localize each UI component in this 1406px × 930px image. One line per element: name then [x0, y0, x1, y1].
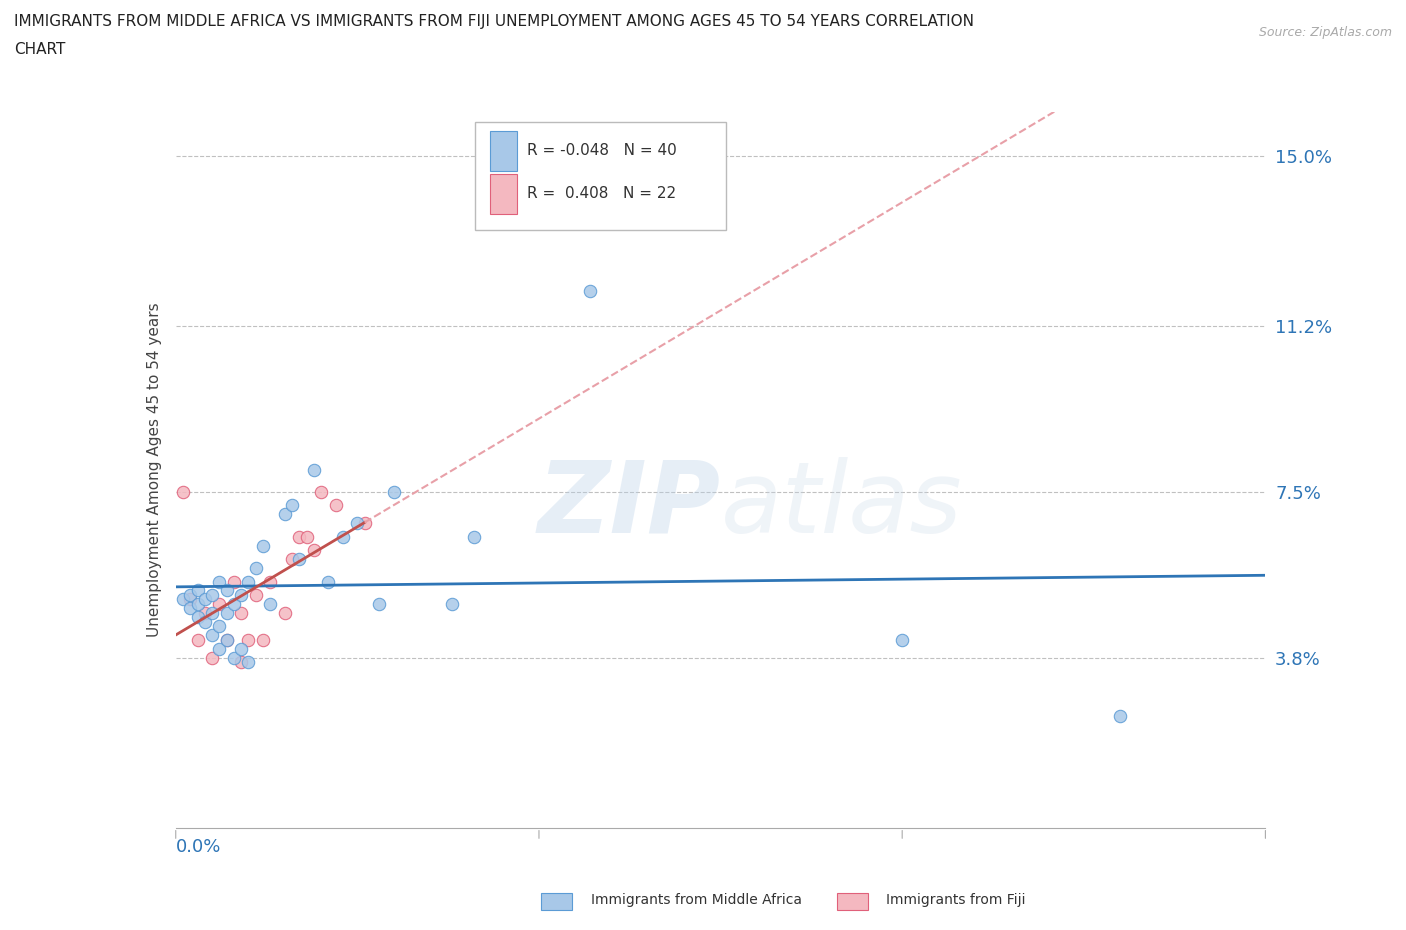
Text: 0.0%: 0.0% — [176, 839, 221, 857]
Point — [231, 642, 253, 657]
Point — [252, 632, 274, 647]
Text: ZIP: ZIP — [537, 457, 721, 554]
Point — [346, 516, 368, 531]
Point — [332, 529, 354, 544]
Point — [172, 592, 194, 607]
Point — [245, 588, 267, 603]
Text: Immigrants from Fiji: Immigrants from Fiji — [886, 893, 1025, 908]
Point — [368, 596, 391, 611]
Point — [208, 618, 231, 633]
Point — [274, 605, 297, 620]
Point — [238, 632, 260, 647]
Point — [201, 588, 224, 603]
Point — [281, 551, 304, 566]
Point — [245, 561, 267, 576]
Point — [463, 529, 485, 544]
Point — [579, 284, 602, 299]
Point — [208, 596, 231, 611]
Point — [288, 551, 311, 566]
Text: CHART: CHART — [14, 42, 66, 57]
Point — [208, 642, 231, 657]
Point — [238, 574, 260, 589]
Point — [194, 592, 217, 607]
Point — [222, 596, 245, 611]
Point — [215, 605, 238, 620]
Point — [222, 650, 245, 665]
Point — [259, 596, 281, 611]
Point — [318, 574, 340, 589]
Point — [295, 529, 318, 544]
Point — [238, 655, 260, 670]
Point — [201, 650, 224, 665]
Point — [440, 596, 463, 611]
Point — [186, 583, 209, 598]
Point — [215, 632, 238, 647]
Point — [186, 610, 209, 625]
Point — [231, 655, 253, 670]
Point — [309, 485, 332, 499]
Point — [353, 516, 375, 531]
Text: R =  0.408   N = 22: R = 0.408 N = 22 — [527, 186, 676, 202]
Text: Source: ZipAtlas.com: Source: ZipAtlas.com — [1258, 26, 1392, 39]
Text: IMMIGRANTS FROM MIDDLE AFRICA VS IMMIGRANTS FROM FIJI UNEMPLOYMENT AMONG AGES 45: IMMIGRANTS FROM MIDDLE AFRICA VS IMMIGRA… — [14, 14, 974, 29]
Text: R = -0.048   N = 40: R = -0.048 N = 40 — [527, 143, 676, 158]
Point — [891, 632, 914, 647]
Point — [1109, 709, 1132, 724]
Bar — [489, 174, 517, 214]
Point — [194, 605, 217, 620]
Bar — [489, 131, 517, 171]
Point — [186, 632, 209, 647]
Text: atlas: atlas — [721, 457, 962, 554]
Point — [201, 605, 224, 620]
Point — [208, 574, 231, 589]
Point — [259, 574, 281, 589]
Point — [215, 583, 238, 598]
Text: Immigrants from Middle Africa: Immigrants from Middle Africa — [591, 893, 801, 908]
Point — [215, 632, 238, 647]
Point — [222, 574, 245, 589]
Point — [186, 596, 209, 611]
Point — [179, 601, 201, 616]
Y-axis label: Unemployment Among Ages 45 to 54 years: Unemployment Among Ages 45 to 54 years — [146, 302, 162, 637]
Point — [288, 529, 311, 544]
Point — [231, 588, 253, 603]
Point — [172, 485, 194, 499]
Point — [325, 498, 347, 513]
Point — [179, 588, 201, 603]
Point — [302, 543, 325, 558]
Point — [194, 615, 217, 630]
Point — [252, 538, 274, 553]
FancyBboxPatch shape — [475, 123, 725, 230]
Point — [179, 592, 201, 607]
Point — [302, 462, 325, 477]
Point — [281, 498, 304, 513]
Point — [201, 628, 224, 643]
Point — [274, 507, 297, 522]
Point — [382, 485, 405, 499]
Point — [231, 605, 253, 620]
